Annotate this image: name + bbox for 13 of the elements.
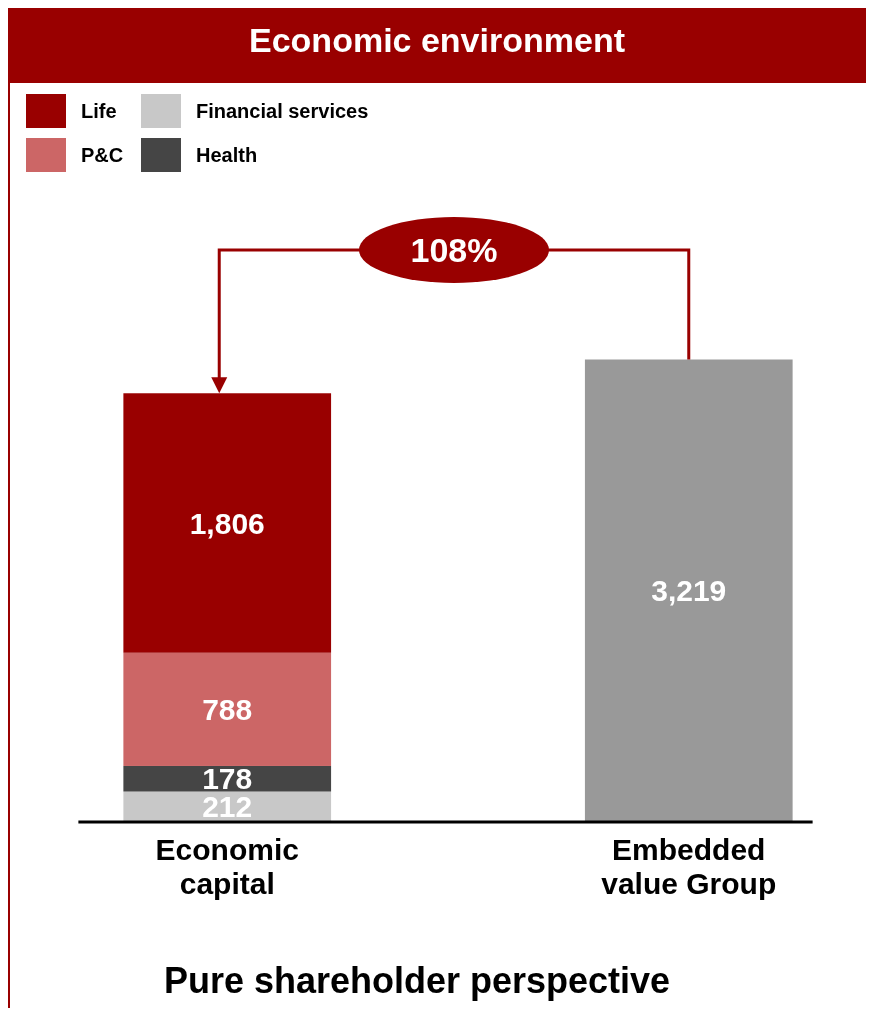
legend-label: Life [81,100,117,122]
x-tick-label: Embedded value Group [601,833,777,900]
legend-label: P&C [81,144,124,166]
data-label: 178 [202,762,253,796]
x-tick-label: Economic capital [155,833,299,900]
data-label: 788 [202,692,253,726]
text: 108% [410,230,498,269]
legend-label: Health [196,144,258,166]
data-label: 1,806 [189,506,265,540]
data-label: 3,219 [651,574,727,608]
text: Pure shareholder perspective [163,960,671,1001]
chart-title: Economic environment [249,21,625,59]
legend-label: Financial services [196,100,369,122]
